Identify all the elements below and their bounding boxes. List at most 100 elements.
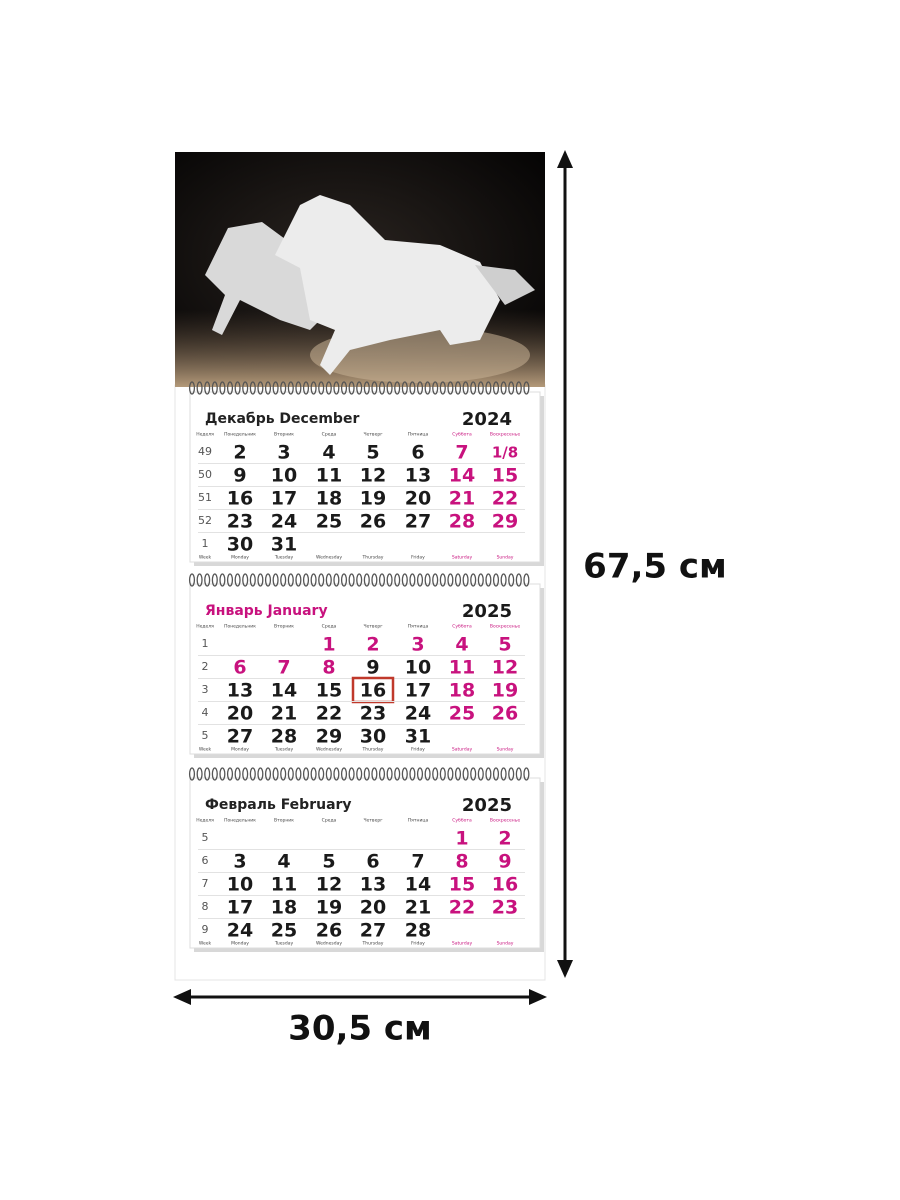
- spiral-ring: [424, 767, 431, 781]
- day: 13: [227, 680, 253, 702]
- spiral-ring: [264, 573, 272, 587]
- day: 6: [233, 657, 246, 679]
- sheet: [189, 583, 541, 755]
- week-number: 1: [202, 537, 209, 550]
- weekday-footer: Monday: [231, 747, 249, 753]
- spiral-ring: [333, 767, 340, 781]
- spiral-ring: [356, 767, 363, 781]
- spiral-ring: [394, 573, 401, 587]
- spiral-ring: [462, 767, 469, 781]
- day: 1/8: [492, 444, 518, 462]
- week-number: 9: [202, 923, 209, 936]
- weekday-footer: Monday: [231, 555, 249, 561]
- spiral-ring: [325, 767, 332, 781]
- weekday-header: Воскресенье: [490, 624, 520, 630]
- day: 27: [405, 511, 431, 533]
- spiral-ring: [211, 573, 218, 587]
- weekday-footer: Wednesday: [316, 941, 342, 947]
- day: 28: [449, 511, 475, 533]
- weekday-header: Воскресенье: [490, 818, 520, 824]
- spiral-ring: [219, 381, 226, 395]
- week-number: 1: [202, 637, 209, 650]
- day: 21: [405, 897, 431, 919]
- spiral-ring: [470, 573, 477, 587]
- day: 9: [366, 657, 379, 679]
- spiral-ring: [378, 767, 386, 781]
- weekday-footer: Wednesday: [316, 555, 342, 561]
- week-number: 6: [202, 854, 209, 867]
- spiral-ring: [272, 573, 279, 587]
- day: 24: [227, 920, 253, 942]
- spiral-ring: [409, 767, 416, 781]
- spiral-ring: [432, 381, 439, 395]
- spiral-ring: [272, 767, 279, 781]
- weekday-header: Среда: [322, 624, 337, 630]
- week-number: 4: [202, 706, 209, 719]
- weekday-footer: Saturday: [452, 747, 473, 753]
- day: 23: [360, 703, 386, 725]
- day: 14: [405, 874, 431, 896]
- year: 2025: [462, 795, 512, 816]
- spiral-ring: [470, 381, 477, 395]
- day: 3: [411, 634, 424, 656]
- day: 31: [271, 534, 297, 556]
- spiral-ring: [386, 381, 393, 395]
- spiral-ring: [333, 573, 340, 587]
- spiral-ring: [439, 381, 446, 395]
- day: 10: [271, 465, 297, 487]
- spiral-ring: [302, 573, 310, 587]
- sheet: [189, 777, 541, 949]
- day: 13: [360, 874, 386, 896]
- spiral-ring: [371, 767, 378, 781]
- weekday-footer: Thursday: [362, 555, 384, 561]
- week-number: 51: [198, 491, 212, 504]
- spiral-ring: [515, 573, 522, 587]
- day: 15: [449, 874, 475, 896]
- weekday-header: Понедельник: [224, 432, 256, 438]
- weekday-header: Суббота: [452, 624, 472, 630]
- spiral-ring: [470, 767, 477, 781]
- spiral-ring: [447, 767, 454, 781]
- spiral-ring: [257, 767, 264, 781]
- spiral-ring: [226, 381, 234, 395]
- spiral-ring: [462, 381, 469, 395]
- weekday-header: Воскресенье: [490, 432, 520, 438]
- day: 13: [405, 465, 431, 487]
- spiral-ring: [447, 573, 454, 587]
- day: 25: [271, 920, 297, 942]
- day: 6: [411, 442, 424, 464]
- spiral-ring: [409, 381, 416, 395]
- day: 27: [360, 920, 386, 942]
- week-number: 8: [202, 900, 209, 913]
- spiral-ring: [234, 573, 241, 587]
- weekday-header: Неделя: [196, 818, 214, 824]
- spiral-ring: [318, 767, 325, 781]
- day: 8: [322, 657, 335, 679]
- spiral-ring: [219, 573, 226, 587]
- spiral-ring: [477, 573, 484, 587]
- week-number: 7: [202, 877, 209, 890]
- spiral-ring: [394, 767, 401, 781]
- day: 9: [498, 851, 511, 873]
- weekday-header: Пятница: [408, 432, 429, 438]
- spiral-ring: [447, 381, 454, 395]
- spiral-ring: [264, 381, 272, 395]
- spiral-ring: [454, 573, 462, 587]
- day: 20: [360, 897, 386, 919]
- spiral-ring: [439, 767, 446, 781]
- day: 18: [449, 680, 475, 702]
- spiral-ring: [508, 767, 515, 781]
- weekday-header: Понедельник: [224, 624, 256, 630]
- spiral-ring: [302, 767, 310, 781]
- spiral-ring: [340, 573, 348, 587]
- spiral-ring: [226, 767, 234, 781]
- weekday-footer: Week: [199, 941, 212, 947]
- spiral-ring: [348, 573, 355, 587]
- dimension-arrows: [173, 150, 573, 1005]
- spiral-ring: [394, 381, 401, 395]
- week-number: 3: [202, 683, 209, 696]
- weekday-footer: Friday: [411, 555, 425, 561]
- spiral-ring: [264, 767, 272, 781]
